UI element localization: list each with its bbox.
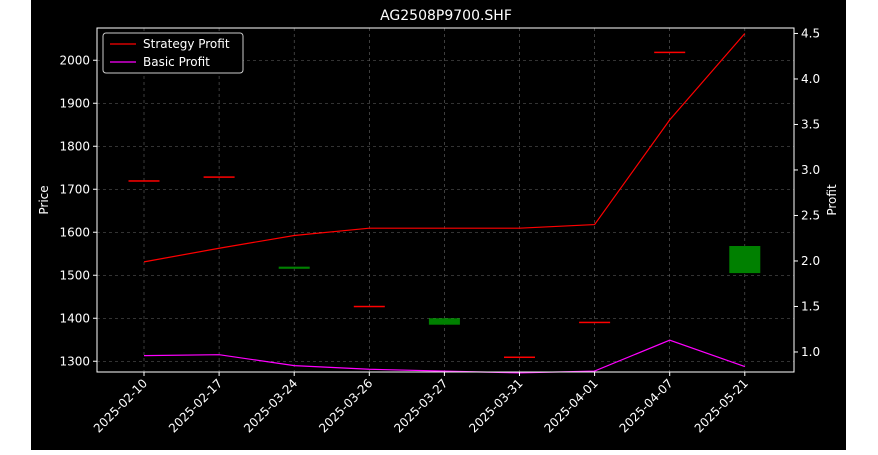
- candle-body: [504, 356, 535, 359]
- y-axis-right-label: Profit: [825, 184, 839, 216]
- candle-body: [128, 180, 160, 182]
- x-tick-label: 2025-04-01: [542, 376, 601, 435]
- legend-label-basic-profit: Basic Profit: [143, 55, 210, 69]
- x-tick-label: 2025-03-31: [466, 376, 525, 435]
- chart-figure: AG2508P9700.SHF 1300 1400 1500 1600 1700 1800…: [31, 0, 846, 450]
- y-right-tick-label: 3.0: [801, 163, 820, 177]
- x-tick-label: 2025-02-17: [166, 376, 225, 435]
- x-tick-label: 2025-02-10: [91, 376, 150, 435]
- y-right-tick-label: 1.0: [801, 345, 820, 359]
- legend: Strategy Profit Basic Profit: [102, 32, 244, 74]
- candle-body: [729, 246, 761, 274]
- y-left-tick-label: 1400: [59, 311, 90, 325]
- chart-title: AG2508P9700.SHF: [380, 8, 512, 24]
- candle-body: [428, 318, 460, 325]
- y-left-tick-label: 1300: [59, 354, 90, 368]
- axis-ticks: 1300 1400 1500 1600 1700 1800 1900 2000 1.0 1.5 2.…: [59, 26, 820, 435]
- y-left-tick-label: 1600: [59, 225, 90, 239]
- y-left-tick-label: 1800: [59, 139, 90, 153]
- y-right-tick-label: 2.5: [801, 208, 820, 222]
- y-left-tick-label: 2000: [59, 53, 90, 67]
- y-right-tick-label: 3.5: [801, 117, 820, 131]
- y-left-tick-label: 1700: [59, 182, 90, 196]
- chart-svg: AG2508P9700.SHF 1300 1400 1500 1600 1700 1800…: [37, 8, 839, 435]
- y-right-tick-label: 2.0: [801, 254, 820, 268]
- candle-body: [654, 51, 686, 54]
- x-tick-label: 2025-04-07: [617, 376, 676, 435]
- y-right-tick-label: 4.5: [801, 26, 820, 40]
- plot-frame: [96, 27, 795, 373]
- candle-body: [353, 305, 385, 308]
- profit-lines-group: [143, 33, 746, 374]
- y-right-tick-label: 4.0: [801, 72, 820, 86]
- y-axis-left-label: Price: [37, 185, 51, 214]
- y-left-tick-label: 1500: [59, 268, 90, 282]
- profit-line-strategy-profit: [143, 33, 746, 263]
- x-tick-label: 2025-03-26: [316, 376, 375, 435]
- candle-body: [278, 266, 310, 269]
- y-left-tick-label: 1900: [59, 96, 90, 110]
- legend-label-strategy-profit: Strategy Profit: [143, 37, 230, 51]
- x-tick-label: 2025-03-27: [391, 376, 450, 435]
- x-tick-label: 2025-03-24: [241, 376, 300, 435]
- legend-box: [102, 32, 244, 74]
- candle-body: [579, 321, 611, 324]
- x-tick-label: 2025-05-21: [692, 376, 751, 435]
- profit-line-basic-profit: [143, 339, 745, 374]
- candle-body: [203, 176, 235, 178]
- y-right-tick-label: 1.5: [801, 299, 820, 313]
- candles-group: [128, 51, 761, 359]
